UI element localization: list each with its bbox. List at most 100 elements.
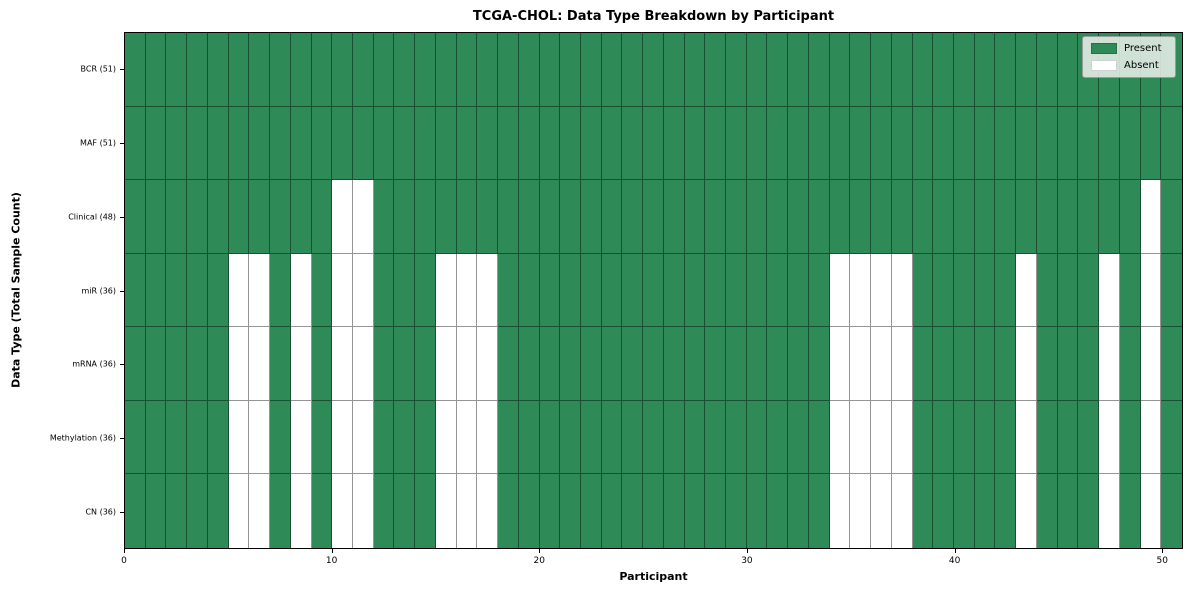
cell-BCR-participant-2 <box>166 33 188 107</box>
cell-BCR-participant-36 <box>871 33 892 107</box>
cell-CN-participant-38 <box>912 474 934 548</box>
cell-miR-participant-37 <box>891 253 913 328</box>
cell-CN-participant-13 <box>394 474 416 548</box>
cell-Methylation-participant-32 <box>788 400 809 475</box>
cell-MAF-participant-32 <box>788 106 809 181</box>
cell-MAF-participant-20 <box>539 106 561 181</box>
cell-MAF-participant-11 <box>352 106 374 181</box>
cell-Clinical-participant-46 <box>1078 180 1100 254</box>
cell-mRNA-participant-32 <box>788 327 809 401</box>
cell-CN-participant-31 <box>767 474 789 548</box>
cell-MAF-participant-3 <box>187 106 208 181</box>
cell-MAF-participant-48 <box>1119 106 1141 181</box>
cell-MAF-participant-50 <box>1161 106 1182 181</box>
cell-Methylation-participant-7 <box>270 400 291 475</box>
cell-miR-participant-41 <box>974 253 996 328</box>
cell-MAF-participant-2 <box>166 106 188 181</box>
cell-BCR-participant-22 <box>580 33 602 107</box>
cell-miR-participant-46 <box>1078 253 1100 328</box>
x-tick-mark-30 <box>746 549 748 553</box>
cell-CN-participant-1 <box>145 474 167 548</box>
cell-miR-participant-13 <box>394 253 416 328</box>
cell-MAF-participant-35 <box>850 106 872 181</box>
cell-Clinical-participant-6 <box>249 180 271 254</box>
cell-mRNA-participant-4 <box>207 327 229 401</box>
legend: Present Absent <box>1082 36 1176 78</box>
cell-Methylation-participant-42 <box>995 400 1017 475</box>
cell-Methylation-participant-34 <box>829 400 851 475</box>
cell-MAF-participant-7 <box>270 106 291 181</box>
cell-BCR-participant-14 <box>415 33 436 107</box>
cell-BCR-participant-8 <box>290 33 312 107</box>
cell-Clinical-participant-29 <box>726 180 747 254</box>
cell-CN-participant-44 <box>1036 474 1058 548</box>
cell-Methylation-participant-45 <box>1057 400 1079 475</box>
cell-Methylation-participant-38 <box>912 400 934 475</box>
cell-BCR-participant-0 <box>125 33 146 107</box>
plot-area <box>124 32 1183 549</box>
cell-Clinical-participant-43 <box>1016 180 1037 254</box>
cell-mRNA-participant-43 <box>1016 327 1037 401</box>
cell-miR-participant-26 <box>663 253 685 328</box>
cell-CN-participant-30 <box>746 474 768 548</box>
cell-miR-participant-2 <box>166 253 188 328</box>
cell-Methylation-participant-28 <box>705 400 727 475</box>
cell-mRNA-participant-30 <box>746 327 768 401</box>
cell-CN-participant-0 <box>125 474 146 548</box>
cell-MAF-participant-6 <box>249 106 271 181</box>
cell-miR-participant-6 <box>249 253 271 328</box>
cell-Clinical-participant-27 <box>684 180 706 254</box>
cell-miR-participant-10 <box>332 253 353 328</box>
cell-BCR-participant-5 <box>228 33 250 107</box>
cell-CN-participant-17 <box>477 474 499 548</box>
chart-title: TCGA-CHOL: Data Type Breakdown by Partic… <box>472 9 835 24</box>
cell-miR-participant-3 <box>187 253 208 328</box>
cell-BCR-participant-26 <box>663 33 685 107</box>
cell-Clinical-participant-41 <box>974 180 996 254</box>
cell-Methylation-participant-41 <box>974 400 996 475</box>
cell-mRNA-participant-45 <box>1057 327 1079 401</box>
cell-Clinical-participant-25 <box>643 180 664 254</box>
cell-CN-participant-9 <box>311 474 333 548</box>
cell-Clinical-participant-0 <box>125 180 146 254</box>
cell-Methylation-participant-19 <box>518 400 540 475</box>
cell-Methylation-participant-4 <box>207 400 229 475</box>
cell-miR-participant-9 <box>311 253 333 328</box>
x-tick-label-10: 10 <box>325 556 338 566</box>
cell-Methylation-participant-23 <box>601 400 623 475</box>
cell-Clinical-participant-30 <box>746 180 768 254</box>
cell-miR-participant-38 <box>912 253 934 328</box>
cell-Methylation-participant-20 <box>539 400 561 475</box>
cell-Clinical-participant-10 <box>332 180 353 254</box>
legend-absent-label: Absent <box>1124 60 1159 71</box>
cell-BCR-participant-30 <box>746 33 768 107</box>
cell-BCR-participant-37 <box>891 33 913 107</box>
cell-Clinical-participant-3 <box>187 180 208 254</box>
cell-CN-participant-50 <box>1161 474 1182 548</box>
cell-Clinical-participant-36 <box>871 180 892 254</box>
cell-miR-participant-25 <box>643 253 664 328</box>
cell-BCR-participant-10 <box>332 33 353 107</box>
cell-mRNA-participant-15 <box>435 327 457 401</box>
x-tick-mark-0 <box>124 549 125 553</box>
cell-mRNA-participant-10 <box>332 327 353 401</box>
cell-Methylation-participant-0 <box>125 400 146 475</box>
cell-Clinical-participant-34 <box>829 180 851 254</box>
y-tick-label-miR: miR (36) <box>81 286 116 295</box>
cell-BCR-participant-18 <box>498 33 519 107</box>
cell-miR-participant-31 <box>767 253 789 328</box>
cell-Methylation-participant-35 <box>850 400 872 475</box>
cell-CN-participant-20 <box>539 474 561 548</box>
cell-Methylation-participant-49 <box>1140 400 1162 475</box>
cell-CN-participant-39 <box>933 474 955 548</box>
cell-miR-participant-14 <box>415 253 436 328</box>
cell-MAF-participant-0 <box>125 106 146 181</box>
cell-mRNA-participant-12 <box>373 327 395 401</box>
cell-Clinical-participant-14 <box>415 180 436 254</box>
cell-MAF-participant-18 <box>498 106 519 181</box>
cell-miR-participant-35 <box>850 253 872 328</box>
cell-mRNA-participant-37 <box>891 327 913 401</box>
cell-mRNA-participant-44 <box>1036 327 1058 401</box>
cell-CN-participant-26 <box>663 474 685 548</box>
cell-CN-participant-24 <box>622 474 644 548</box>
